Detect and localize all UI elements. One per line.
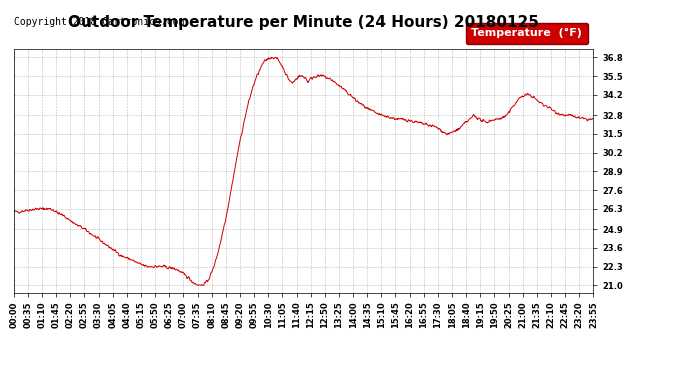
Text: Outdoor Temperature per Minute (24 Hours) 20180125: Outdoor Temperature per Minute (24 Hours… — [68, 15, 539, 30]
Legend: Temperature  (°F): Temperature (°F) — [466, 22, 588, 44]
Text: Copyright 2018 Cartronics.com: Copyright 2018 Cartronics.com — [14, 17, 184, 27]
